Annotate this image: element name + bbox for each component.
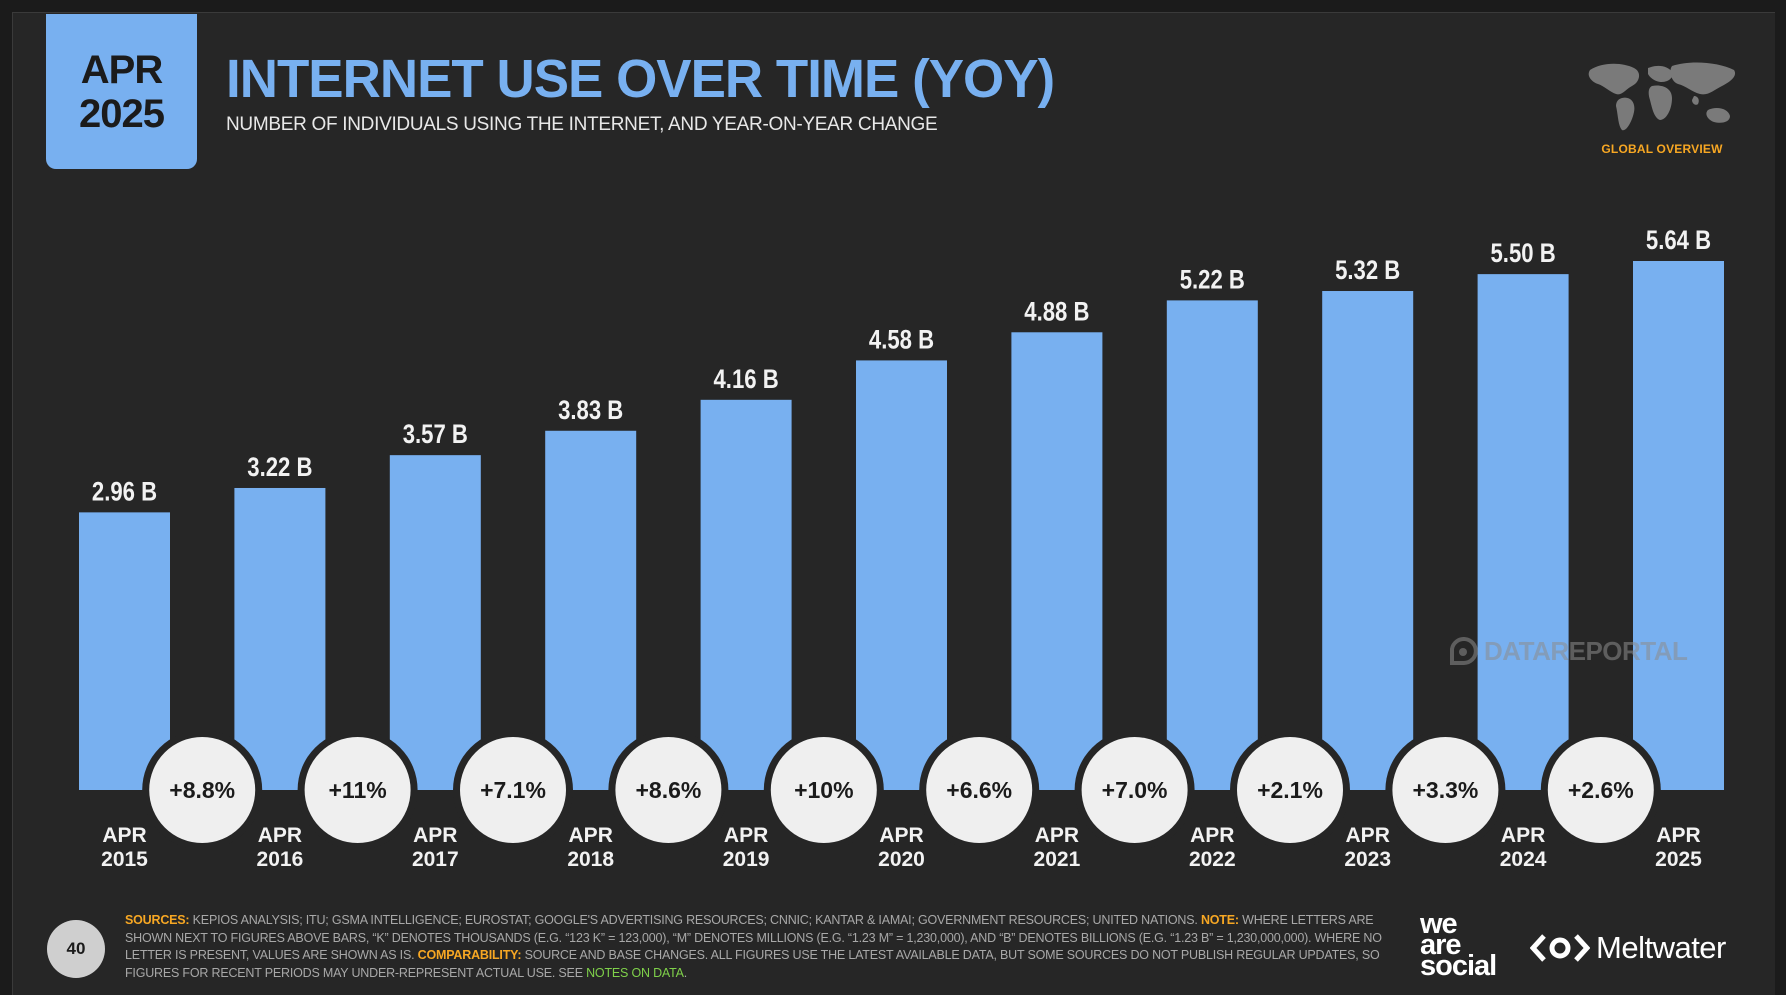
yoy-change-label: +7.0% (1102, 777, 1168, 803)
bar-apr-2019 (700, 399, 792, 790)
yoy-circle (304, 737, 411, 843)
yoy-circle (460, 737, 566, 843)
bar-apr-2021 (1011, 332, 1103, 790)
world-map-icon (1588, 62, 1736, 131)
value-label: 3.57 B (403, 420, 468, 450)
comparability-label: COMPARABILITY: (417, 948, 522, 962)
category-label-year: 2023 (1344, 848, 1391, 871)
category-label-year: 2024 (1500, 848, 1547, 871)
category-label-year: 2018 (567, 848, 614, 871)
category-label-month: APR (413, 824, 457, 847)
value-label: 4.88 B (1024, 297, 1089, 327)
category-label-month: APR (1035, 824, 1079, 847)
yoy-change-label: +2.1% (1257, 777, 1323, 803)
value-label: 5.64 B (1646, 226, 1711, 256)
yoy-change-label: +10% (794, 777, 853, 803)
yoy-change-label: +7.1% (480, 777, 546, 803)
bar-apr-2016 (234, 487, 326, 790)
category-label-year: 2017 (412, 848, 459, 871)
bar-apr-2017 (389, 455, 481, 790)
yoy-circle (1081, 737, 1188, 843)
category-label-month: APR (1501, 824, 1545, 847)
sources-label: SOURCES: (125, 913, 190, 927)
category-label-month: APR (569, 824, 613, 847)
comparability-text: SOURCE AND BASE CHANGES. ALL FIGURES USE… (125, 948, 1380, 980)
we-are-social-logo: we are social (1420, 908, 1497, 982)
value-label: 5.50 B (1491, 239, 1556, 269)
yoy-circle (1392, 737, 1499, 843)
note-label: NOTE: (1200, 913, 1239, 927)
badge-year: 2025 (79, 91, 165, 136)
meltwater-logo: Meltwater (1530, 930, 1726, 966)
watermark-text: DATAREPORTAL (1484, 636, 1688, 666)
page-subtitle: NUMBER OF INDIVIDUALS USING THE INTERNET… (226, 114, 938, 135)
value-label: 5.32 B (1335, 256, 1400, 286)
category-label-month: APR (258, 824, 302, 847)
logo-social: social (1420, 950, 1497, 982)
value-label: 4.58 B (869, 325, 934, 355)
meltwater-icon (1530, 934, 1590, 962)
page-number: 40 (47, 920, 105, 978)
yoy-circle (615, 737, 722, 843)
bar-apr-2025 (1633, 261, 1724, 790)
section-label: GLOBAL OVERVIEW (1601, 142, 1723, 156)
yoy-circle (149, 737, 256, 843)
value-label: 4.16 B (714, 365, 779, 395)
category-label-year: 2025 (1655, 848, 1702, 871)
category-label-year: 2021 (1034, 848, 1081, 871)
logo-are: are (1420, 929, 1462, 961)
yoy-circle (1237, 737, 1343, 843)
logo-we: we (1420, 908, 1458, 940)
yoy-change-label: +8.8% (169, 777, 235, 803)
category-label-year: 2016 (257, 848, 304, 871)
datareportal-icon (1450, 636, 1478, 665)
category-label-month: APR (1346, 824, 1390, 847)
category-label-month: APR (1190, 824, 1234, 847)
bar-apr-2015 (79, 512, 170, 790)
yoy-change-label: +6.6% (946, 777, 1012, 803)
note-text: WHERE LETTERS ARE SHOWN NEXT TO FIGURES … (125, 913, 1382, 962)
yoy-circle (1547, 737, 1654, 843)
value-label: 2.96 B (92, 477, 157, 507)
bar-apr-2020 (856, 360, 947, 790)
yoy-change-label: +2.6% (1568, 777, 1634, 803)
datareportal-watermark: DATAREPORTAL (1448, 636, 1688, 667)
badge-month: APR (80, 47, 163, 92)
bar-apr-2022 (1166, 300, 1258, 790)
value-label: 5.22 B (1180, 265, 1245, 295)
yoy-circle (770, 737, 877, 843)
notes-end: . (683, 965, 688, 980)
category-label-year: 2019 (723, 848, 770, 871)
category-label-month: APR (1656, 824, 1700, 847)
bar-apr-2023 (1322, 291, 1414, 790)
yoy-change-label: +3.3% (1412, 777, 1478, 803)
date-badge: APR 2025 (46, 14, 197, 169)
meltwater-text: Meltwater (1596, 930, 1726, 965)
yoy-change-label: +8.6% (635, 777, 701, 803)
value-label: 3.22 B (247, 453, 312, 483)
bar-apr-2018 (545, 430, 637, 790)
sources-text: KEPIOS ANALYSIS; ITU; GSMA INTELLIGENCE;… (189, 913, 1201, 927)
category-label-month: APR (724, 824, 768, 847)
category-label-year: 2020 (878, 848, 925, 871)
category-label-month: APR (102, 824, 146, 847)
yoy-change-label: +11% (328, 777, 386, 803)
footnote: SOURCES: KEPIOS ANALYSIS; ITU; GSMA INTE… (125, 912, 1385, 982)
category-label-year: 2022 (1189, 848, 1236, 871)
bar-apr-2024 (1477, 274, 1569, 790)
category-label-month: APR (879, 824, 923, 847)
value-label: 3.83 B (558, 396, 623, 426)
yoy-circle (926, 737, 1033, 843)
page-title: INTERNET USE OVER TIME (YOY) (226, 49, 1055, 109)
notes-on-data-link[interactable]: NOTES ON DATA (586, 965, 684, 980)
category-label-year: 2015 (101, 848, 148, 871)
